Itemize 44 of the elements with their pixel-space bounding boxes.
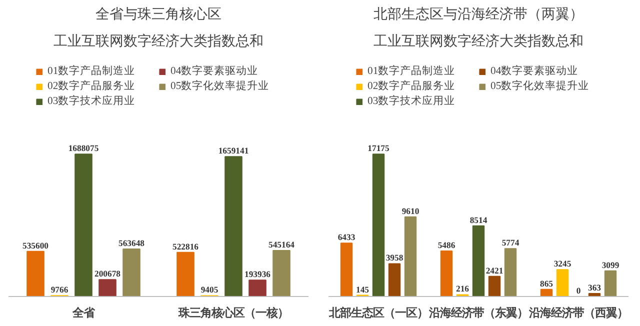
data-label: 9766 [50, 284, 69, 295]
data-label: 8514 [470, 214, 488, 225]
x-tick-label: 沿海经济带（西翼） [528, 306, 628, 320]
data-label: 17175 [368, 143, 390, 154]
legend-label: 05数字化效率提升业 [170, 79, 270, 93]
data-label: 3958 [386, 252, 404, 263]
x-tick-label: 珠三角核心区（一核） [178, 306, 288, 320]
data-label: 5486 [438, 240, 456, 250]
data-label: 193936 [244, 269, 272, 280]
x-tick-label: 沿海经济带（东翼） [428, 306, 528, 320]
data-label: 216 [456, 284, 470, 294]
data-label: 522816 [172, 241, 200, 252]
data-label: 145 [356, 284, 370, 294]
data-label: 9610 [402, 206, 420, 216]
data-label: 545164 [268, 240, 296, 250]
chart-title: 北部生态区与沿海经济带（两翼） [374, 6, 584, 22]
data-label: 1659141 [218, 146, 249, 156]
legend-label: 05数字化效率提升业 [490, 79, 590, 93]
legend-label: 04数字要素驱动业 [170, 64, 260, 78]
data-label: 5774 [502, 238, 520, 248]
chart-subtitle: 工业互联网数字经济大类指数总和 [54, 34, 264, 50]
legend-label: 02数字产品服务业 [48, 79, 136, 93]
legend-label: 02数字产品服务业 [368, 79, 456, 93]
chart-title: 全省与珠三角核心区 [96, 6, 222, 22]
data-label: 3245 [554, 258, 572, 269]
data-label: 535600 [22, 240, 48, 250]
data-label: 1688075 [68, 143, 100, 154]
data-label: 6433 [338, 232, 356, 242]
chart-subtitle: 工业互联网数字经济大类指数总和 [374, 34, 584, 50]
legend-label: 03数字技术应用业 [368, 94, 456, 108]
data-label: 3099 [602, 260, 620, 270]
x-tick-label: 全省 [72, 306, 96, 320]
data-label: 200678 [94, 268, 122, 279]
data-label: 2421 [486, 265, 504, 276]
x-tick-label: 北部生态区（一区） [328, 306, 428, 320]
data-label: 9405 [200, 284, 219, 295]
data-label: 865 [540, 278, 554, 288]
legend-label: 01数字产品制造业 [368, 64, 456, 78]
legend-label: 03数字技术应用业 [48, 94, 136, 108]
data-label: 0 [576, 286, 581, 296]
data-label: 563648 [118, 238, 146, 248]
legend-label: 04数字要素驱动业 [490, 64, 580, 78]
data-label: 363 [588, 282, 602, 292]
legend-label: 01数字产品制造业 [48, 64, 136, 78]
